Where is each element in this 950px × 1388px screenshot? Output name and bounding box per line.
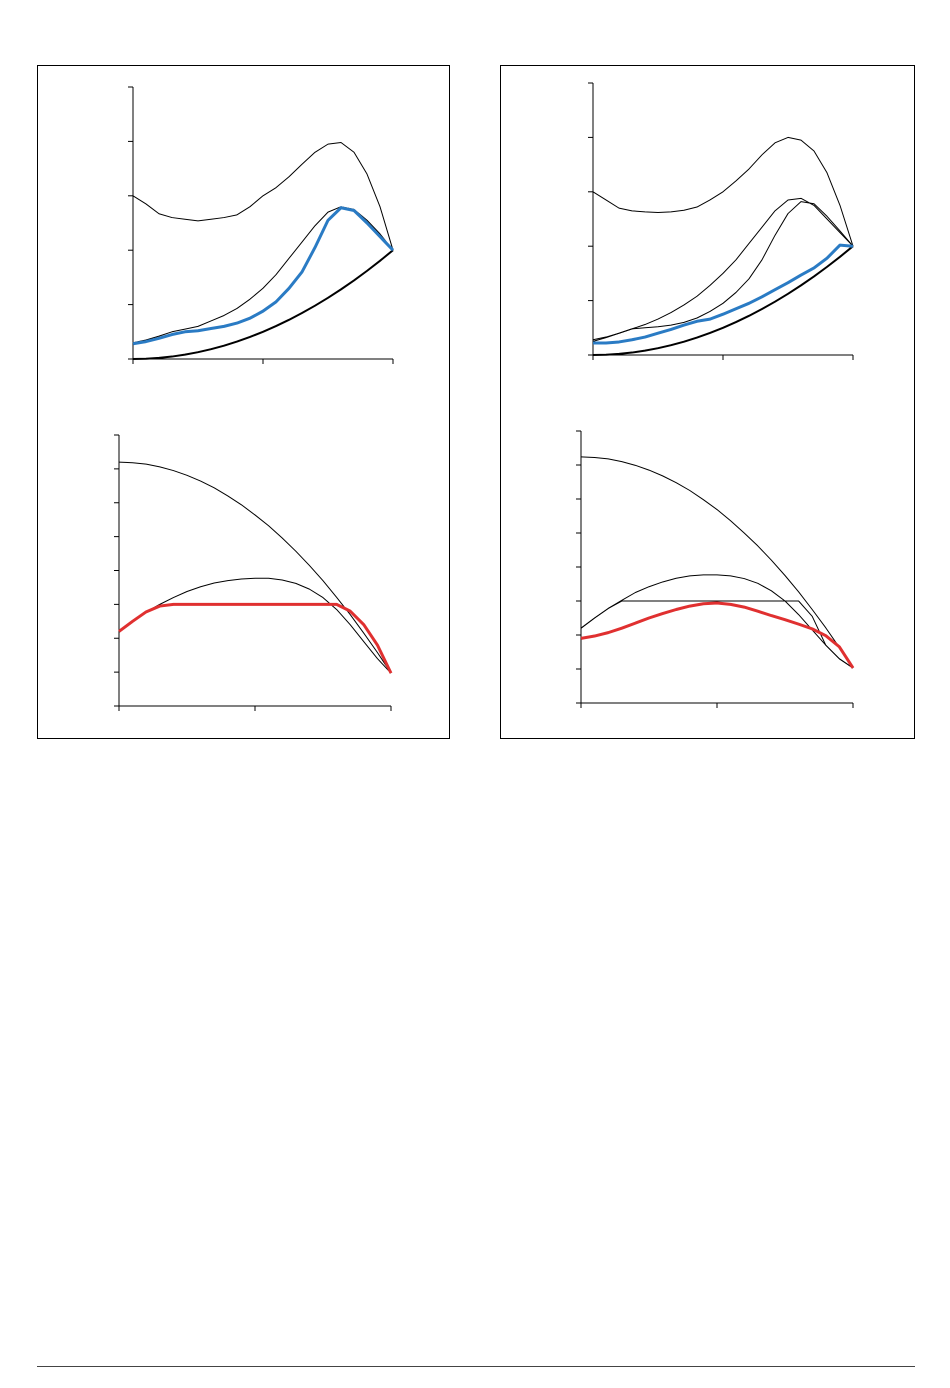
data-line — [132, 206, 395, 346]
panel-frame — [37, 65, 450, 739]
data-line — [118, 461, 392, 674]
data-line — [592, 245, 854, 356]
data-line — [592, 201, 854, 342]
panel-frame — [500, 65, 915, 739]
data-line — [593, 243, 854, 345]
data-line — [592, 136, 854, 247]
data-line — [132, 141, 394, 251]
data-line — [132, 249, 394, 360]
data-line — [580, 600, 854, 669]
data-line — [580, 574, 854, 669]
data-line — [580, 601, 855, 669]
data-line — [580, 456, 854, 669]
data-line — [118, 602, 393, 674]
data-line — [118, 577, 392, 674]
data-line — [132, 206, 394, 344]
